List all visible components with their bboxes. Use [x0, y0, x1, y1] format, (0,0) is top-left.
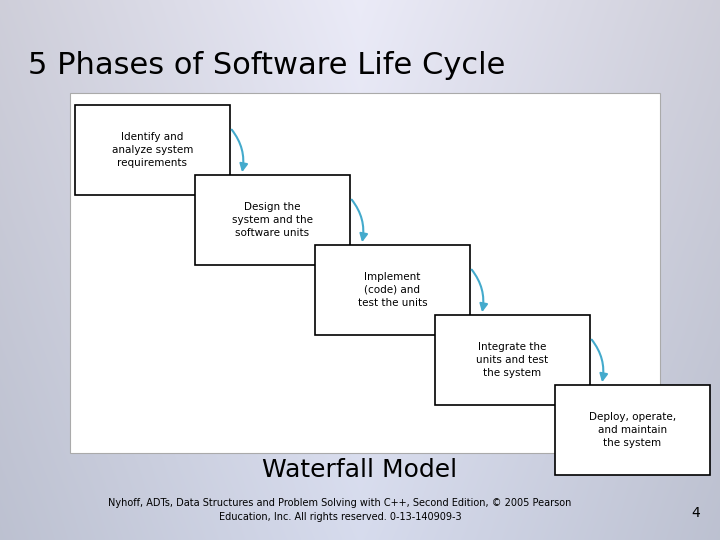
- Bar: [70, 93, 660, 453]
- Bar: [435, 315, 590, 405]
- Bar: [555, 385, 710, 475]
- Bar: [195, 175, 350, 265]
- Bar: [75, 105, 230, 195]
- Bar: [315, 245, 470, 335]
- Text: Deploy, operate,
and maintain
the system: Deploy, operate, and maintain the system: [589, 412, 676, 448]
- Text: Implement
(code) and
test the units: Implement (code) and test the units: [358, 272, 427, 308]
- Text: Identify and
analyze system
requirements: Identify and analyze system requirements: [112, 132, 193, 168]
- Text: Nyhoff, ADTs, Data Structures and Problem Solving with C++, Second Edition, © 20: Nyhoff, ADTs, Data Structures and Proble…: [108, 498, 572, 522]
- Text: Integrate the
units and test
the system: Integrate the units and test the system: [477, 342, 549, 378]
- Text: Waterfall Model: Waterfall Model: [262, 458, 458, 482]
- Text: Design the
system and the
software units: Design the system and the software units: [232, 202, 313, 238]
- Text: 5 Phases of Software Life Cycle: 5 Phases of Software Life Cycle: [28, 51, 505, 79]
- Text: 4: 4: [691, 506, 700, 520]
